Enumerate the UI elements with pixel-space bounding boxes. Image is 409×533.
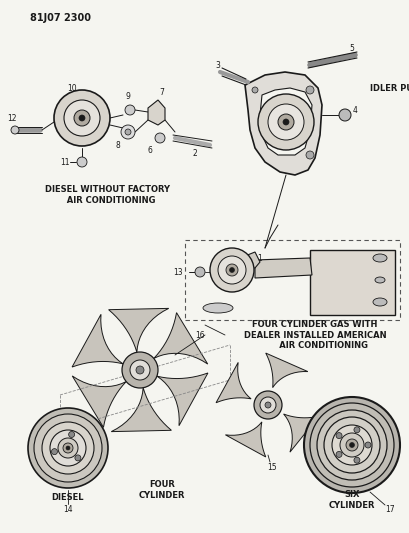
- Text: 7: 7: [159, 87, 164, 96]
- Ellipse shape: [374, 277, 384, 283]
- Circle shape: [316, 410, 386, 480]
- Circle shape: [50, 430, 86, 466]
- Circle shape: [52, 449, 57, 455]
- Text: DIESEL WITHOUT FACTORY
  AIR CONDITIONING: DIESEL WITHOUT FACTORY AIR CONDITIONING: [45, 185, 170, 205]
- Circle shape: [125, 105, 135, 115]
- Polygon shape: [283, 414, 318, 452]
- Circle shape: [54, 90, 110, 146]
- Polygon shape: [239, 252, 259, 268]
- Polygon shape: [72, 376, 126, 427]
- Polygon shape: [309, 250, 394, 315]
- Text: 81J07 2300: 81J07 2300: [30, 13, 91, 23]
- Text: 13: 13: [173, 268, 182, 277]
- Text: 6: 6: [147, 146, 152, 155]
- Text: 9: 9: [125, 92, 130, 101]
- Text: 3: 3: [215, 61, 220, 69]
- Text: 8: 8: [115, 141, 120, 149]
- Ellipse shape: [202, 303, 232, 313]
- Circle shape: [79, 115, 85, 121]
- Polygon shape: [153, 313, 207, 364]
- Polygon shape: [72, 314, 123, 367]
- Circle shape: [339, 433, 363, 457]
- Circle shape: [195, 267, 204, 277]
- Circle shape: [353, 457, 359, 463]
- Circle shape: [305, 151, 313, 159]
- Ellipse shape: [372, 254, 386, 262]
- Polygon shape: [148, 100, 164, 125]
- Circle shape: [28, 408, 108, 488]
- Circle shape: [155, 133, 164, 143]
- Circle shape: [42, 422, 94, 474]
- Polygon shape: [216, 362, 250, 403]
- Circle shape: [34, 414, 102, 482]
- Circle shape: [225, 264, 237, 276]
- Text: SIX
CYLINDER: SIX CYLINDER: [328, 490, 374, 510]
- Polygon shape: [157, 373, 207, 426]
- Circle shape: [64, 100, 100, 136]
- Circle shape: [254, 391, 281, 419]
- Circle shape: [257, 94, 313, 150]
- Circle shape: [66, 446, 70, 450]
- Circle shape: [122, 352, 157, 388]
- Polygon shape: [111, 387, 171, 432]
- Text: 12: 12: [7, 114, 17, 123]
- Circle shape: [331, 425, 371, 465]
- Text: FOUR
CYLINDER: FOUR CYLINDER: [138, 480, 185, 500]
- Circle shape: [75, 455, 81, 461]
- Text: 5: 5: [349, 44, 353, 52]
- Polygon shape: [225, 422, 265, 457]
- Text: 4: 4: [352, 106, 357, 115]
- Circle shape: [303, 397, 399, 493]
- Circle shape: [11, 126, 19, 134]
- Bar: [184, 240, 399, 320]
- Circle shape: [259, 397, 275, 413]
- Circle shape: [282, 119, 288, 125]
- Text: 1: 1: [257, 254, 262, 262]
- Text: 11: 11: [60, 157, 70, 166]
- Circle shape: [136, 366, 144, 374]
- Circle shape: [74, 110, 90, 126]
- Ellipse shape: [372, 298, 386, 306]
- Circle shape: [121, 125, 135, 139]
- Circle shape: [209, 248, 254, 292]
- Circle shape: [309, 403, 393, 487]
- Circle shape: [68, 432, 74, 438]
- Circle shape: [348, 442, 354, 448]
- Polygon shape: [245, 72, 321, 175]
- Circle shape: [364, 442, 370, 448]
- Polygon shape: [259, 88, 311, 155]
- Circle shape: [277, 114, 293, 130]
- Circle shape: [338, 109, 350, 121]
- Circle shape: [264, 402, 270, 408]
- Circle shape: [130, 360, 150, 380]
- Text: 17: 17: [384, 505, 394, 514]
- Circle shape: [218, 256, 245, 284]
- Circle shape: [229, 268, 234, 272]
- Circle shape: [58, 438, 78, 458]
- Text: 15: 15: [267, 464, 276, 472]
- Circle shape: [125, 129, 131, 135]
- Text: DIESEL: DIESEL: [52, 494, 84, 503]
- Polygon shape: [108, 309, 169, 352]
- Circle shape: [335, 451, 341, 457]
- Text: 14: 14: [63, 505, 73, 514]
- Text: 2: 2: [192, 149, 197, 157]
- Polygon shape: [265, 353, 307, 387]
- Circle shape: [63, 443, 73, 453]
- Circle shape: [267, 104, 303, 140]
- Text: 10: 10: [67, 84, 76, 93]
- Text: IDLER PULLEYS: IDLER PULLEYS: [369, 84, 409, 93]
- Circle shape: [77, 157, 87, 167]
- Circle shape: [353, 427, 359, 433]
- Circle shape: [335, 433, 341, 439]
- Circle shape: [323, 417, 379, 473]
- Text: FOUR CYLINDER GAS WITH
DEALER INSTALLED AMERICAN
      AIR CONDITIONING: FOUR CYLINDER GAS WITH DEALER INSTALLED …: [243, 320, 385, 350]
- Text: 16: 16: [195, 330, 204, 340]
- Polygon shape: [254, 258, 311, 278]
- Circle shape: [305, 86, 313, 94]
- Circle shape: [345, 439, 357, 451]
- Circle shape: [252, 87, 257, 93]
